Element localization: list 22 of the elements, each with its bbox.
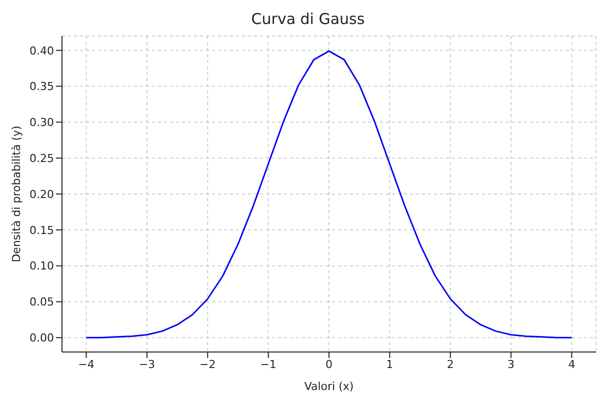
y-axis-title: Densità di probabilità (y): [10, 126, 23, 262]
x-tick-label: 0: [326, 358, 332, 371]
y-tick-label: 0.10: [30, 260, 54, 273]
line-series: [86, 50, 572, 338]
y-tick-label: 0.30: [30, 116, 54, 130]
x-tick-label: −2: [200, 358, 216, 371]
y-tick-label: 0.05: [30, 296, 54, 309]
y-tick-label: 0.15: [30, 224, 54, 237]
x-tick-label: 4: [568, 358, 576, 371]
x-tick-label: 1: [386, 358, 394, 371]
y-tick-label: 0.20: [30, 188, 54, 201]
x-tick-label: 3: [508, 358, 515, 371]
x-tick-label: −1: [260, 358, 276, 371]
y-tick-label: 0.35: [30, 80, 54, 94]
y-tick-label: 0.00: [30, 332, 54, 345]
y-tick-label: 0.25: [30, 152, 54, 165]
chart-title: Curva di Gauss: [250, 9, 366, 30]
y-tick-label: 0.40: [30, 44, 54, 58]
x-tick-label: 2: [446, 358, 454, 371]
x-tick-label: −3: [138, 358, 156, 371]
x-axis-title: Valori (x): [304, 380, 354, 393]
x-tick-label: −4: [78, 358, 94, 371]
